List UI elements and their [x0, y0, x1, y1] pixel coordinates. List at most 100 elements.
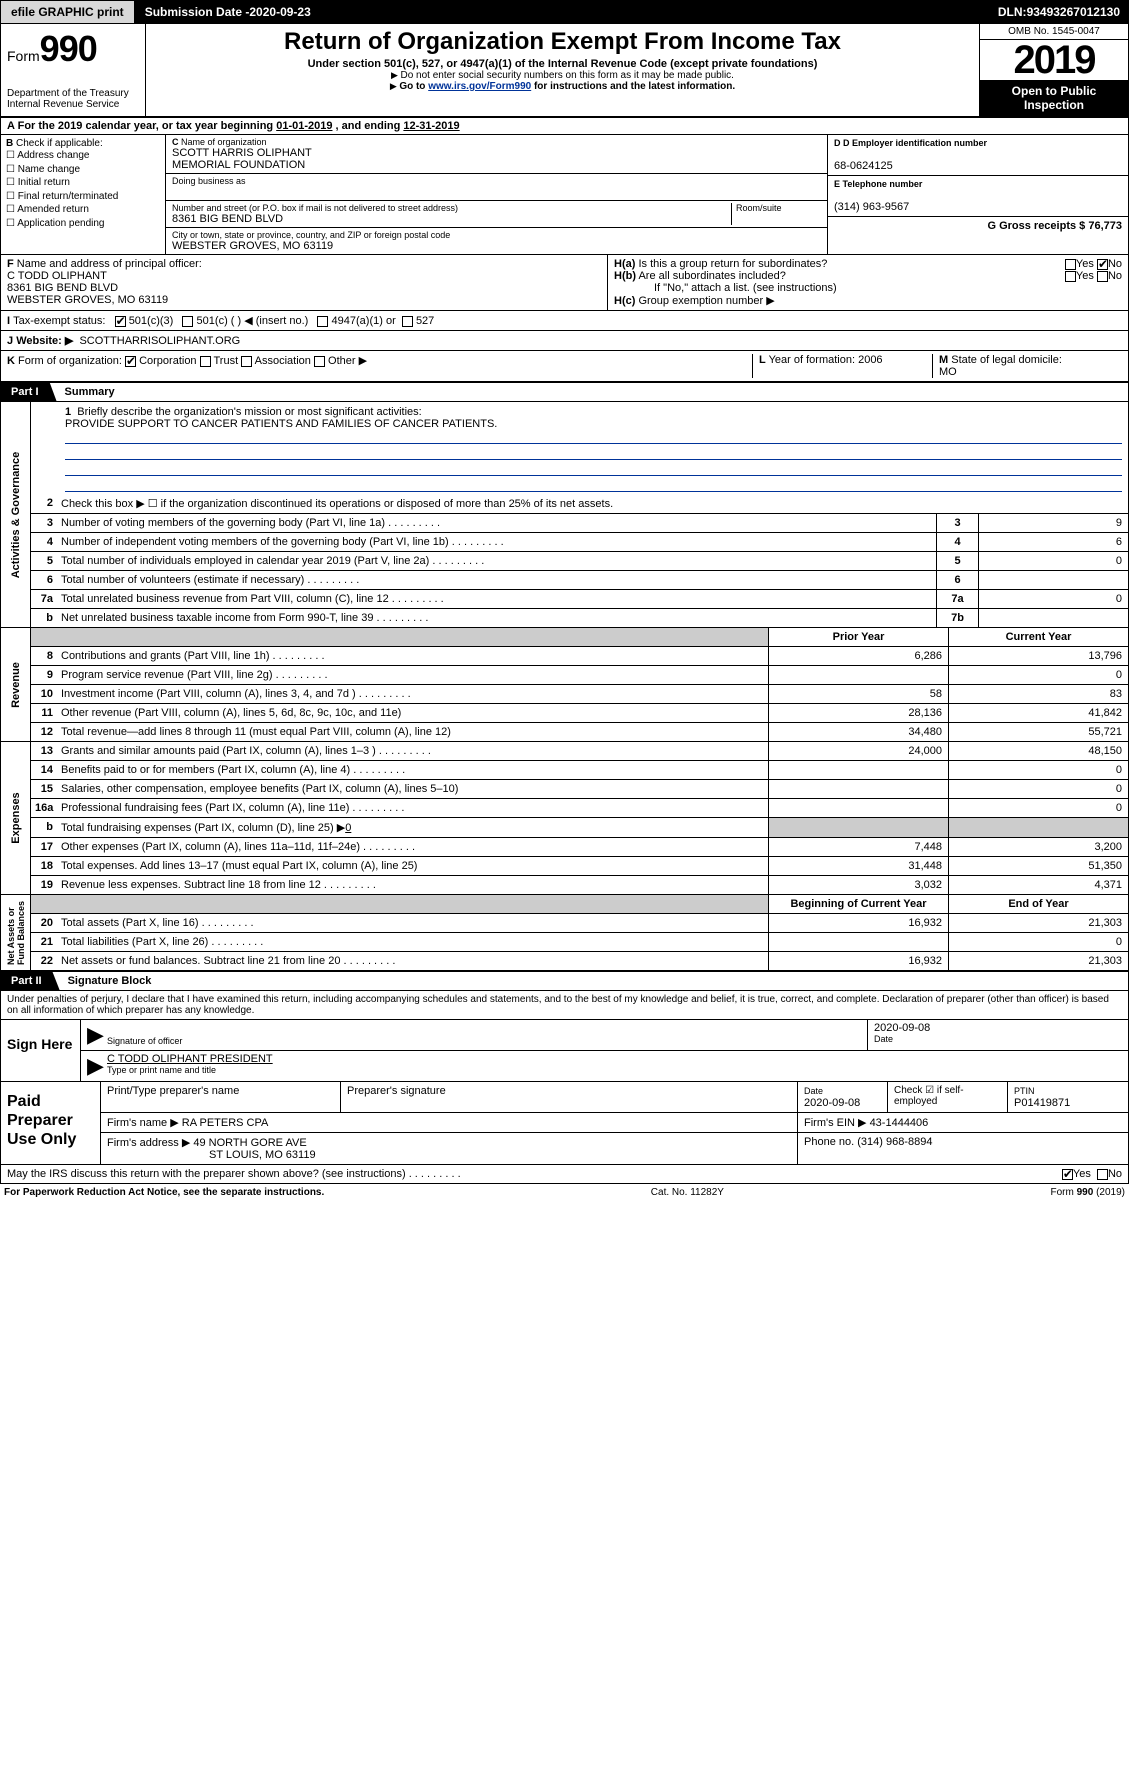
- line-9-label: Program service revenue (Part VIII, line…: [57, 666, 768, 684]
- chk-527[interactable]: [402, 316, 413, 327]
- ha-no[interactable]: [1097, 259, 1108, 270]
- hdr-prior: Prior Year: [768, 628, 948, 646]
- instructions-link[interactable]: www.irs.gov/Form990: [428, 81, 531, 92]
- prep-sig-hdr: Preparer's signature: [341, 1082, 798, 1112]
- section-revenue: Revenue Prior YearCurrent Year 8Contribu…: [0, 628, 1129, 742]
- subdate-value: 2020-09-23: [249, 5, 310, 19]
- org-name-1: SCOTT HARRIS OLIPHANT: [172, 147, 821, 159]
- line-5-val: 0: [978, 552, 1128, 570]
- line-11-cur: 41,842: [948, 704, 1128, 722]
- line-20-cur: 21,303: [948, 914, 1128, 932]
- line-16a-label: Professional fundraising fees (Part IX, …: [57, 799, 768, 817]
- addr-label: Number and street (or P.O. box if mail i…: [172, 203, 731, 213]
- sign-here-label: Sign Here: [1, 1020, 81, 1081]
- sig-date-label: Date: [874, 1034, 1122, 1044]
- chk-address-change[interactable]: Address change: [6, 149, 160, 163]
- line-3-label: Number of voting members of the governin…: [57, 514, 936, 532]
- row-i: I Tax-exempt status: 501(c)(3) 501(c) ( …: [0, 311, 1129, 331]
- chk-trust[interactable]: [200, 356, 211, 367]
- line-16a-cur: 0: [948, 799, 1128, 817]
- line-9-cur: 0: [948, 666, 1128, 684]
- subdate-label: Submission Date -: [145, 5, 250, 19]
- part2-title: Signature Block: [60, 975, 152, 987]
- line-6-label: Total number of volunteers (estimate if …: [57, 571, 936, 589]
- line-21-prior: [768, 933, 948, 951]
- entity-block: B Check if applicable: Address change Na…: [0, 135, 1129, 255]
- line-12-prior: 34,480: [768, 723, 948, 741]
- line-2: Check this box ▶ ☐ if the organization d…: [57, 494, 1128, 513]
- line-8-label: Contributions and grants (Part VIII, lin…: [57, 647, 768, 665]
- chk-4947[interactable]: [317, 316, 328, 327]
- topbar-spacer: [322, 1, 990, 23]
- chk-501c[interactable]: [182, 316, 193, 327]
- line-20-label: Total assets (Part X, line 16): [57, 914, 768, 932]
- line-12-cur: 55,721: [948, 723, 1128, 741]
- ha-yes[interactable]: [1065, 259, 1076, 270]
- officer-city: WEBSTER GROVES, MO 63119: [7, 294, 168, 306]
- row-klm: K Form of organization: Corporation Trus…: [0, 351, 1129, 382]
- org-city: WEBSTER GROVES, MO 63119: [172, 240, 821, 252]
- chk-name-change[interactable]: Name change: [6, 163, 160, 177]
- vlabel-governance: Activities & Governance: [10, 451, 22, 578]
- chk-final-return[interactable]: Final return/terminated: [6, 190, 160, 204]
- line-21-label: Total liabilities (Part X, line 26): [57, 933, 768, 951]
- top-bar: efile GRAPHIC print Submission Date - 20…: [0, 0, 1129, 24]
- line-21-cur: 0: [948, 933, 1128, 951]
- form-id-block: Form990 Department of the TreasuryIntern…: [1, 24, 146, 116]
- line-17-cur: 3,200: [948, 838, 1128, 856]
- footer: For Paperwork Reduction Act Notice, see …: [0, 1184, 1129, 1201]
- city-label: City or town, state or province, country…: [172, 230, 821, 240]
- chk-amended[interactable]: Amended return: [6, 203, 160, 217]
- line-14-label: Benefits paid to or for members (Part IX…: [57, 761, 768, 779]
- chk-corp[interactable]: [125, 356, 136, 367]
- line-15-label: Salaries, other compensation, employee b…: [57, 780, 768, 798]
- discuss-yes[interactable]: [1062, 1169, 1073, 1180]
- prep-name-hdr: Print/Type preparer's name: [101, 1082, 341, 1112]
- line-13-cur: 48,150: [948, 742, 1128, 760]
- line-10-prior: 58: [768, 685, 948, 703]
- line-22-prior: 16,932: [768, 952, 948, 970]
- right-info: D D Employer identification number 68-06…: [828, 135, 1128, 254]
- line-14-cur: 0: [948, 761, 1128, 779]
- line-19-cur: 4,371: [948, 876, 1128, 894]
- form-header: Form990 Department of the TreasuryIntern…: [0, 24, 1129, 118]
- line-22-cur: 21,303: [948, 952, 1128, 970]
- section-netassets: Net Assets orFund Balances Beginning of …: [0, 895, 1129, 971]
- hb-yes[interactable]: [1065, 271, 1076, 282]
- officer-name: C TODD OLIPHANT: [7, 270, 107, 282]
- cat-no: Cat. No. 11282Y: [651, 1187, 724, 1198]
- hc-label: Group exemption number ▶: [638, 295, 774, 307]
- hb-no[interactable]: [1097, 271, 1108, 282]
- chk-assoc[interactable]: [241, 356, 252, 367]
- firm-ein: 43-1444406: [870, 1117, 929, 1129]
- section-expenses: Expenses 13Grants and similar amounts pa…: [0, 742, 1129, 895]
- form-ref: Form 990 (2019): [1051, 1187, 1125, 1198]
- prep-self-employed: Check ☑ if self-employed: [888, 1082, 1008, 1112]
- hdr-current: Current Year: [948, 628, 1128, 646]
- line-11-prior: 28,136: [768, 704, 948, 722]
- pra-notice: For Paperwork Reduction Act Notice, see …: [4, 1187, 324, 1198]
- hdr-end: End of Year: [948, 895, 1128, 913]
- firm-phone: (314) 968-8894: [857, 1136, 932, 1148]
- chk-other[interactable]: [314, 356, 325, 367]
- org-name-2: MEMORIAL FOUNDATION: [172, 159, 821, 171]
- discuss-no[interactable]: [1097, 1169, 1108, 1180]
- efile-print-button[interactable]: efile GRAPHIC print: [1, 1, 135, 23]
- chk-501c3[interactable]: [115, 316, 126, 327]
- sign-here-block: Sign Here ▶ Signature of officer 2020-09…: [0, 1020, 1129, 1082]
- officer-street: 8361 BIG BEND BLVD: [7, 282, 118, 294]
- chk-app-pending[interactable]: Application pending: [6, 217, 160, 231]
- sig-name: C TODD OLIPHANT PRESIDENT: [107, 1053, 1122, 1065]
- chk-initial-return[interactable]: Initial return: [6, 176, 160, 190]
- line-15-cur: 0: [948, 780, 1128, 798]
- part1-title: Summary: [57, 386, 115, 398]
- dln-label: DLN:: [998, 5, 1027, 19]
- hb-note: If "No," attach a list. (see instruction…: [614, 282, 1122, 294]
- row-j: J Website: ▶ SCOTTHARRISOLIPHANT.ORG: [0, 331, 1129, 351]
- line-17-prior: 7,448: [768, 838, 948, 856]
- line-15-prior: [768, 780, 948, 798]
- line-18-label: Total expenses. Add lines 13–17 (must eq…: [57, 857, 768, 875]
- discuss-label: May the IRS discuss this return with the…: [7, 1168, 962, 1180]
- ptin: P01419871: [1014, 1097, 1070, 1109]
- hdr-begin: Beginning of Current Year: [768, 895, 948, 913]
